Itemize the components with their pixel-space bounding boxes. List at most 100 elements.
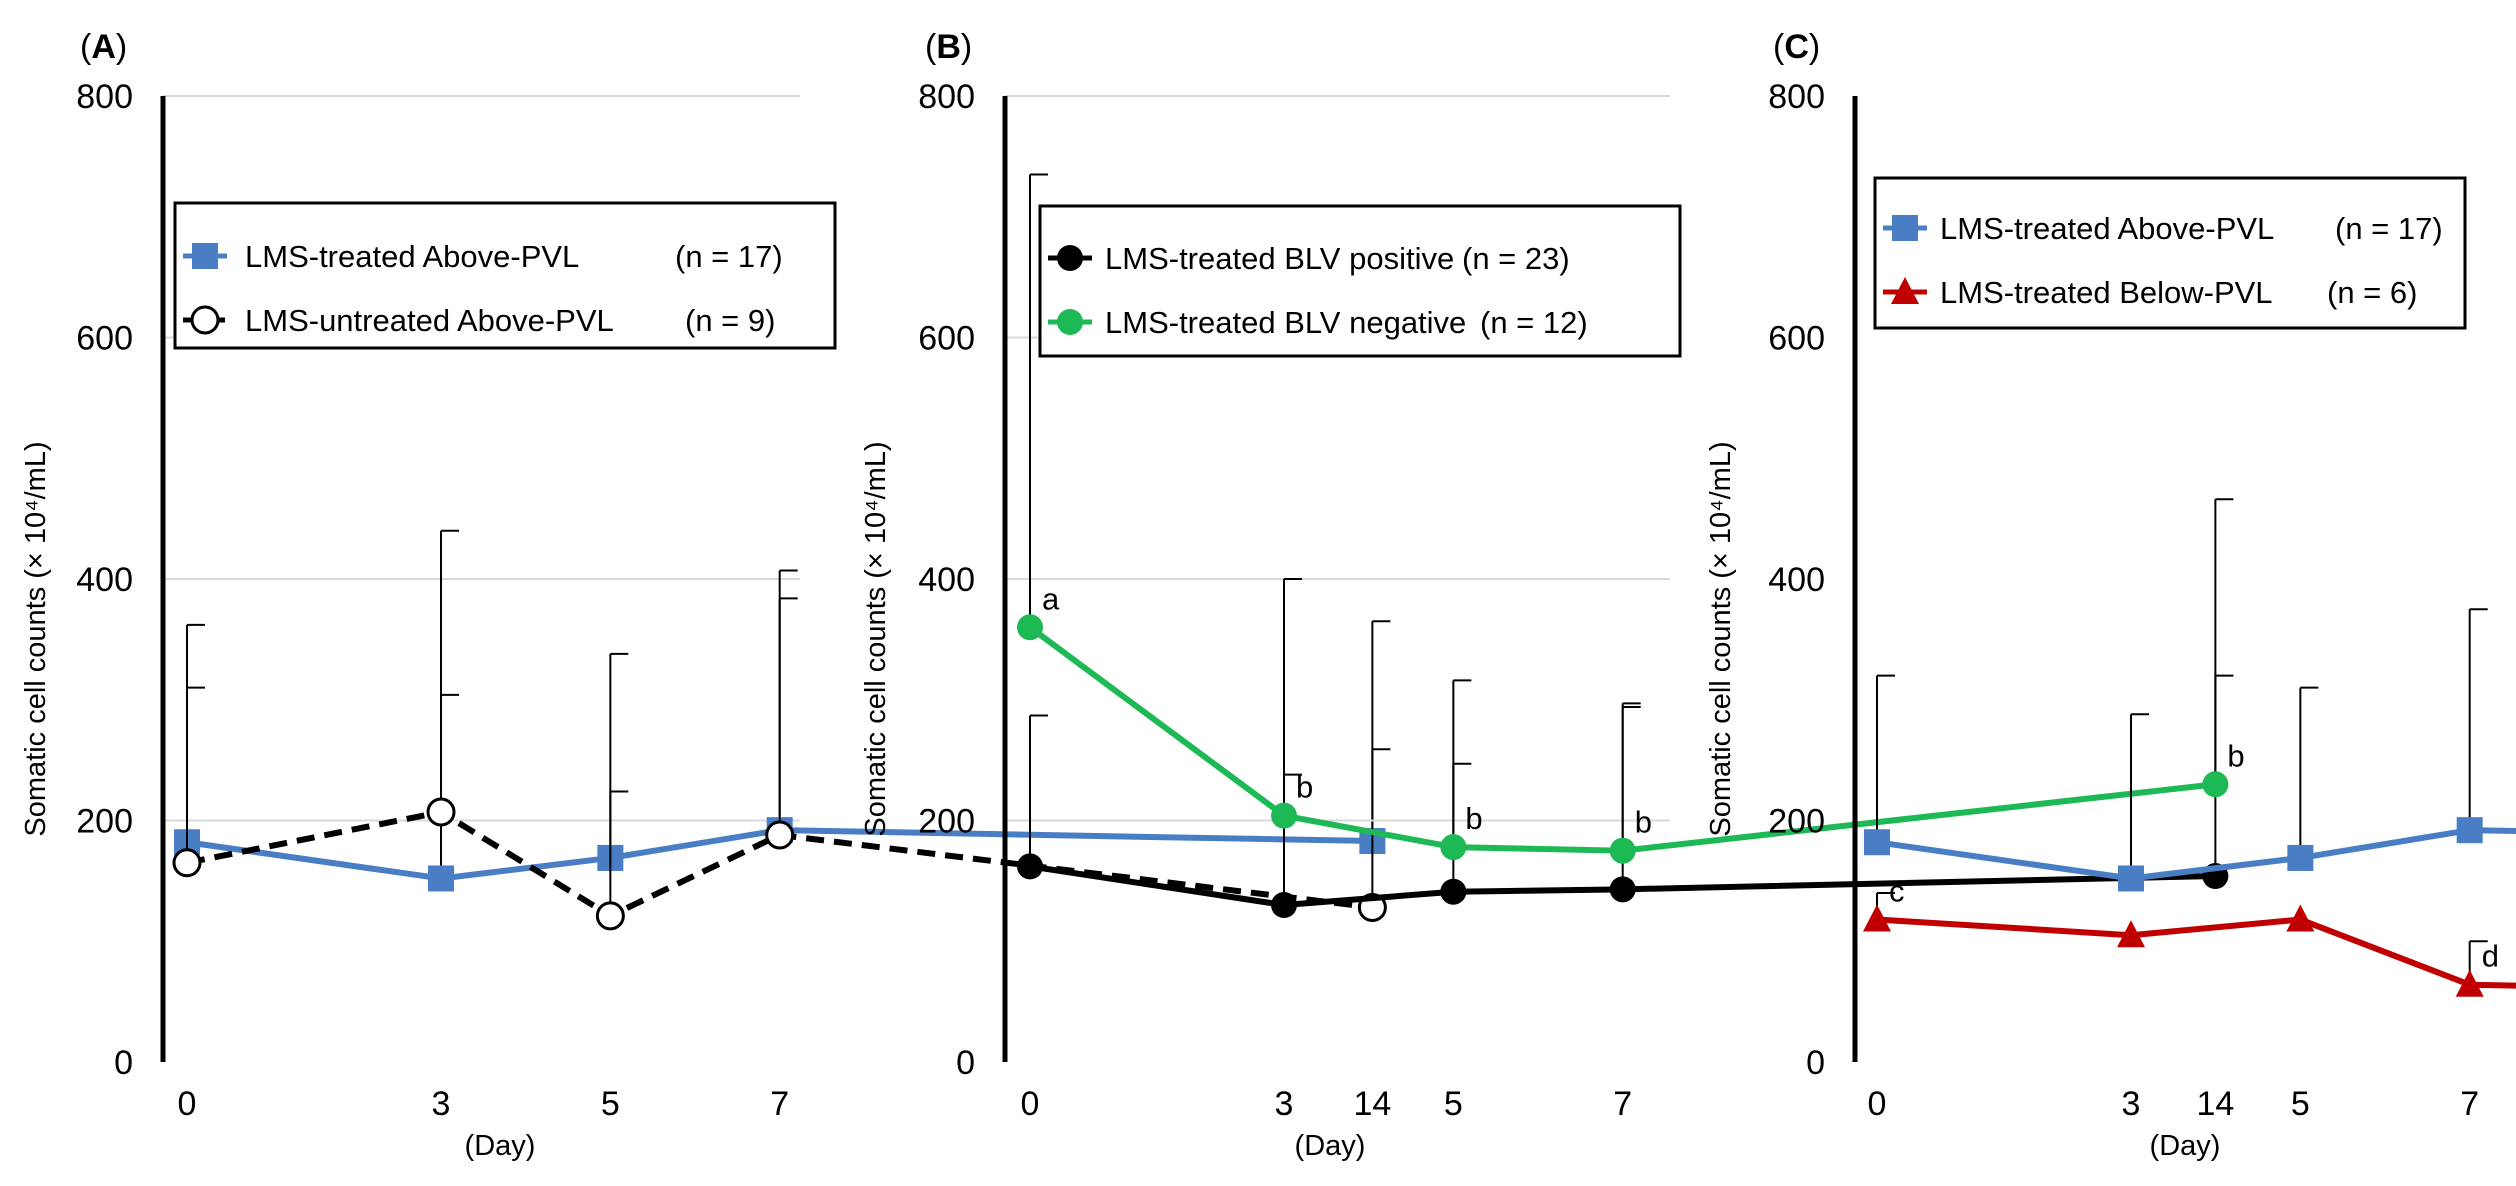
legend-marker bbox=[190, 305, 220, 335]
data-point bbox=[2118, 865, 2145, 892]
x-tick-label: 3 bbox=[1275, 1085, 1294, 1123]
x-axis-title: (Day) bbox=[465, 1130, 536, 1162]
legend-n-label: (n = 17) bbox=[2335, 211, 2443, 246]
y-tick-label: 200 bbox=[1768, 803, 1825, 841]
data-point bbox=[1609, 837, 1636, 864]
significance-label: a bbox=[1042, 581, 1060, 616]
y-axis-title: Somatic cell counts (× 10⁴/mL) bbox=[20, 441, 52, 836]
significance-label: b bbox=[1296, 770, 1313, 805]
x-tick-label: 7 bbox=[1613, 1085, 1632, 1123]
x-tick-label: 5 bbox=[1444, 1085, 1463, 1123]
legend-box bbox=[1038, 204, 1682, 358]
legend-n-label: (n = 6) bbox=[2327, 275, 2417, 310]
x-tick-label: 14 bbox=[2196, 1085, 2234, 1123]
y-tick-label: 0 bbox=[956, 1044, 975, 1082]
panel-label-close: ) bbox=[116, 28, 127, 66]
significance-label: d bbox=[2482, 939, 2499, 974]
legend: LMS-treated BLV positive (n = 23) LMS-trea… bbox=[1038, 204, 1682, 358]
legend-marker bbox=[1891, 277, 1919, 304]
series-line bbox=[1876, 827, 2516, 882]
series-line bbox=[1876, 916, 2516, 989]
x-axis-title: (Day) bbox=[1295, 1130, 1366, 1162]
y-tick-label: 200 bbox=[918, 803, 975, 841]
legend-box bbox=[173, 201, 837, 350]
legend-label: LMS-untreated Above-PVL bbox=[245, 303, 614, 338]
panel-label-close: ) bbox=[1809, 28, 1820, 66]
chart-panel-c: 0 200 400 600 800 0 3 5 7 14 (Day) Somatic cell cou… bbox=[1705, 28, 2516, 1162]
x-tick-label: 5 bbox=[2291, 1085, 2310, 1123]
legend-marker bbox=[1057, 245, 1083, 271]
data-point bbox=[1440, 834, 1467, 861]
legend: LMS-treated Above-PVL (n = 17) LMS-untreat… bbox=[173, 201, 837, 350]
series-1 bbox=[1863, 891, 2516, 997]
panel-label: (B) bbox=[925, 28, 972, 66]
y-axis-title: Somatic cell counts (× 10⁴/mL) bbox=[860, 441, 892, 836]
y-tick-label: 400 bbox=[918, 561, 975, 599]
x-tick-label: 5 bbox=[601, 1085, 620, 1123]
x-tick-label: 0 bbox=[1868, 1085, 1887, 1123]
series-1 bbox=[1017, 173, 2234, 864]
series-1 bbox=[172, 529, 1391, 931]
y-tick-label: 600 bbox=[918, 320, 975, 358]
panel-label-close: ) bbox=[961, 28, 972, 66]
data-point bbox=[2287, 844, 2314, 871]
significance-label: b bbox=[1465, 801, 1482, 836]
data-point bbox=[1017, 614, 1043, 641]
panel-label: (A) bbox=[80, 28, 127, 66]
panel-label-open: ( bbox=[925, 28, 937, 66]
y-tick-label: 0 bbox=[114, 1044, 133, 1082]
x-tick-label: 7 bbox=[770, 1085, 789, 1123]
legend-n-label: (n = 17) bbox=[675, 239, 783, 274]
legend-label: LMS-treated Above-PVL bbox=[245, 239, 579, 274]
legend-n-label: (n = 9) bbox=[685, 303, 775, 338]
data-point bbox=[1271, 802, 1298, 829]
data-point bbox=[1609, 876, 1636, 903]
legend-box bbox=[1873, 176, 2467, 330]
x-tick-label: 14 bbox=[1353, 1085, 1391, 1123]
x-tick-label: 7 bbox=[2460, 1085, 2479, 1123]
legend-n-label: (n = 12) bbox=[1480, 305, 1588, 340]
y-tick-label: 200 bbox=[76, 803, 133, 841]
x-tick-label: 0 bbox=[178, 1085, 197, 1123]
x-tick-label: 3 bbox=[2122, 1085, 2141, 1123]
panel-label: (C) bbox=[1773, 28, 1820, 66]
y-tick-label: 800 bbox=[918, 78, 975, 116]
legend: LMS-treated Above-PVL (n = 17) LMS-treated… bbox=[1873, 176, 2467, 330]
chart-panel-a: 0 200 400 600 800 0 3 5 7 14 (Day) Somatic cell cou… bbox=[20, 28, 1391, 1162]
legend-label: LMS-treated Above-PVL bbox=[1940, 211, 2274, 246]
legend-marker bbox=[192, 243, 218, 269]
y-tick-label: 400 bbox=[1768, 561, 1825, 599]
significance-label: b bbox=[2227, 738, 2244, 773]
panel-label-open: ( bbox=[80, 28, 92, 66]
y-axis-title: Somatic cell counts (× 10⁴/mL) bbox=[1705, 441, 1737, 836]
data-point bbox=[172, 848, 202, 878]
chart-panel-b: 0 200 400 600 800 0 3 5 7 14 (Day) Somatic cell cou… bbox=[860, 28, 2245, 1162]
data-point bbox=[1440, 878, 1467, 905]
data-point bbox=[2455, 969, 2484, 997]
panel-label-letter: C bbox=[1784, 28, 1809, 66]
panel-label-letter: B bbox=[936, 28, 961, 66]
data-point bbox=[1017, 853, 1043, 880]
panel-label-open: ( bbox=[1773, 28, 1785, 66]
y-tick-label: 800 bbox=[76, 78, 133, 116]
data-point bbox=[426, 797, 456, 827]
y-tick-label: 600 bbox=[1768, 320, 1825, 358]
significance-label: c bbox=[1889, 874, 1905, 909]
legend-n-label: (n = 23) bbox=[1462, 241, 1570, 276]
y-tick-label: 600 bbox=[76, 320, 133, 358]
significance-label: b bbox=[1635, 805, 1652, 840]
series-0 bbox=[1017, 674, 2234, 919]
data-point bbox=[2117, 920, 2146, 948]
legend-marker bbox=[1892, 215, 1918, 241]
data-point bbox=[1863, 904, 1891, 932]
y-tick-label: 0 bbox=[1806, 1044, 1825, 1082]
y-tick-label: 400 bbox=[76, 561, 133, 599]
legend-label: LMS-treated BLV positive bbox=[1105, 241, 1454, 276]
legend-marker bbox=[1057, 309, 1083, 335]
data-point bbox=[2286, 904, 2315, 932]
legend-label: LMS-treated BLV negative bbox=[1105, 305, 1466, 340]
data-point bbox=[2202, 771, 2229, 798]
legend-label: LMS-treated Below-PVL bbox=[1940, 275, 2273, 310]
